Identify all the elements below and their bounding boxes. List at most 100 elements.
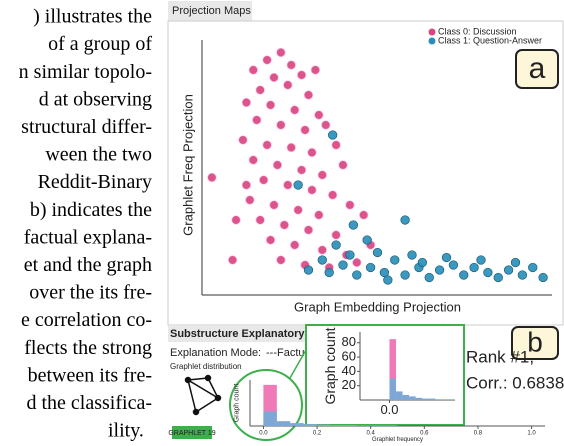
point [317,245,327,255]
point [331,140,341,150]
bar [409,396,416,400]
body-line: b) indicates the [30,199,152,221]
panel [167,20,564,326]
corr: Corr.: 0.6838 [466,373,564,392]
bar [263,411,277,426]
x-tick-label: 0.2 [313,431,322,437]
point [303,225,314,235]
body-line: over the its fre- [29,282,152,304]
body-line: factual explana- [24,226,152,248]
point [290,105,300,115]
x-axis-label: Graph Embedding Projection [294,299,461,314]
point [483,267,493,278]
header-bg [168,326,328,342]
point [307,185,317,195]
point [307,147,317,158]
body-line: d the classifica- [27,392,153,414]
point [227,255,238,265]
bar [290,423,304,426]
point [255,85,265,95]
point [441,252,452,263]
point [286,142,296,153]
x-tick-label: 1.0 [527,431,536,437]
y-axis-label: Graph count [322,327,338,404]
point [493,272,503,283]
point [207,172,217,183]
point [400,215,410,225]
x-tick-label: 0.0 [259,431,268,437]
point [286,60,296,70]
x-axis-label: Graphlet frequency [372,437,423,443]
point [331,230,341,240]
point [338,160,348,170]
mode-label: Explanation Mode: [170,347,261,359]
point [400,270,410,280]
point [293,205,303,215]
point [265,100,276,110]
point [293,180,303,190]
point [296,165,307,175]
point [510,257,521,268]
point [331,240,341,250]
point [276,120,286,130]
body-line: structural differ- [21,116,152,138]
point [328,190,338,200]
y-tick-label: 40 [342,363,356,378]
bar [317,424,331,426]
point [417,257,428,268]
point [238,135,248,145]
bar [303,424,318,426]
point [231,215,241,225]
graphlet-name: GRAPHLET 19 [168,430,215,437]
point [303,265,314,275]
point [321,120,331,130]
body-line: between its fre- [28,364,152,386]
point [314,110,324,120]
body-line: et and the graph [24,254,152,276]
zoom-link [289,349,307,379]
bar [343,425,358,426]
point [303,90,314,100]
point [390,255,400,265]
point [469,262,479,273]
point [290,240,300,250]
zoom-box [305,324,465,426]
point [296,70,307,80]
legend-swatch [428,28,436,36]
point [379,267,390,278]
point [279,220,290,230]
x-tick-label: 0.8 [474,431,483,437]
panel-title: Projection Maps [172,5,251,17]
point [317,170,327,180]
dist-label: Graphlet distribution [170,362,242,371]
point [272,160,283,170]
point [448,260,459,270]
point [241,180,252,190]
point [365,262,376,273]
point [352,270,362,280]
point [476,255,486,265]
point [283,180,293,190]
y-tick-label: 60 [342,348,356,363]
bar [428,398,436,400]
graphlet-badge [172,426,212,439]
bar [330,425,344,426]
point [528,262,538,273]
point [372,247,383,258]
body-line: flects the strong [24,337,152,359]
bar [435,399,442,400]
bar [402,394,410,400]
point [434,265,445,275]
point [517,270,528,280]
rank: Rank #1, [466,347,534,366]
legend-label: Class 1: Question-Answer [438,35,542,45]
point [338,260,348,270]
legend-swatch [428,37,436,45]
graphlet-icon [184,374,222,416]
tag: b [527,326,543,357]
point [241,97,252,108]
point [459,270,469,280]
point [283,80,293,90]
point [328,130,338,140]
